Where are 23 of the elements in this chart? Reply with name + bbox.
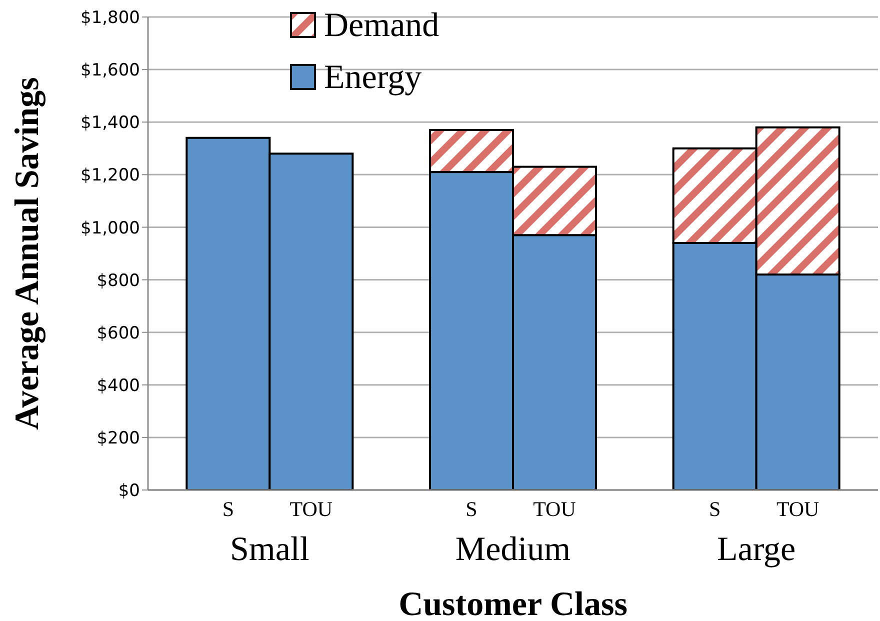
text: Medium bbox=[455, 531, 571, 568]
x-tick-label: S bbox=[466, 497, 478, 521]
y-axis-title: Average Annual Savings bbox=[9, 77, 46, 430]
legend-label: Energy bbox=[323, 58, 423, 98]
x-axis-title: Customer Class bbox=[398, 586, 628, 621]
y-tick-label: $1,400 bbox=[80, 113, 140, 134]
y-tick-label: $600 bbox=[96, 323, 140, 344]
legend-label: Demand bbox=[323, 6, 440, 46]
x-tick-label: TOU bbox=[533, 497, 576, 521]
y-tick-label: $1,200 bbox=[80, 166, 140, 186]
y-tick-label: $400 bbox=[96, 376, 140, 396]
y-tick-label: $1,800 bbox=[80, 8, 140, 28]
y-tick-label: $0 bbox=[118, 481, 140, 502]
x-tick-label: S bbox=[222, 497, 234, 521]
y-tick-label: $1,600 bbox=[80, 60, 140, 81]
x-tick-label: S bbox=[708, 497, 721, 521]
y-tick-label: $800 bbox=[96, 270, 140, 291]
y-tick-label: $1,000 bbox=[80, 218, 140, 238]
text: Small bbox=[230, 531, 310, 568]
y-tick-label: $200 bbox=[96, 428, 140, 448]
text: Large bbox=[716, 531, 796, 568]
x-tick-label: TOU bbox=[776, 497, 820, 521]
x-tick-label: TOU bbox=[290, 497, 333, 521]
